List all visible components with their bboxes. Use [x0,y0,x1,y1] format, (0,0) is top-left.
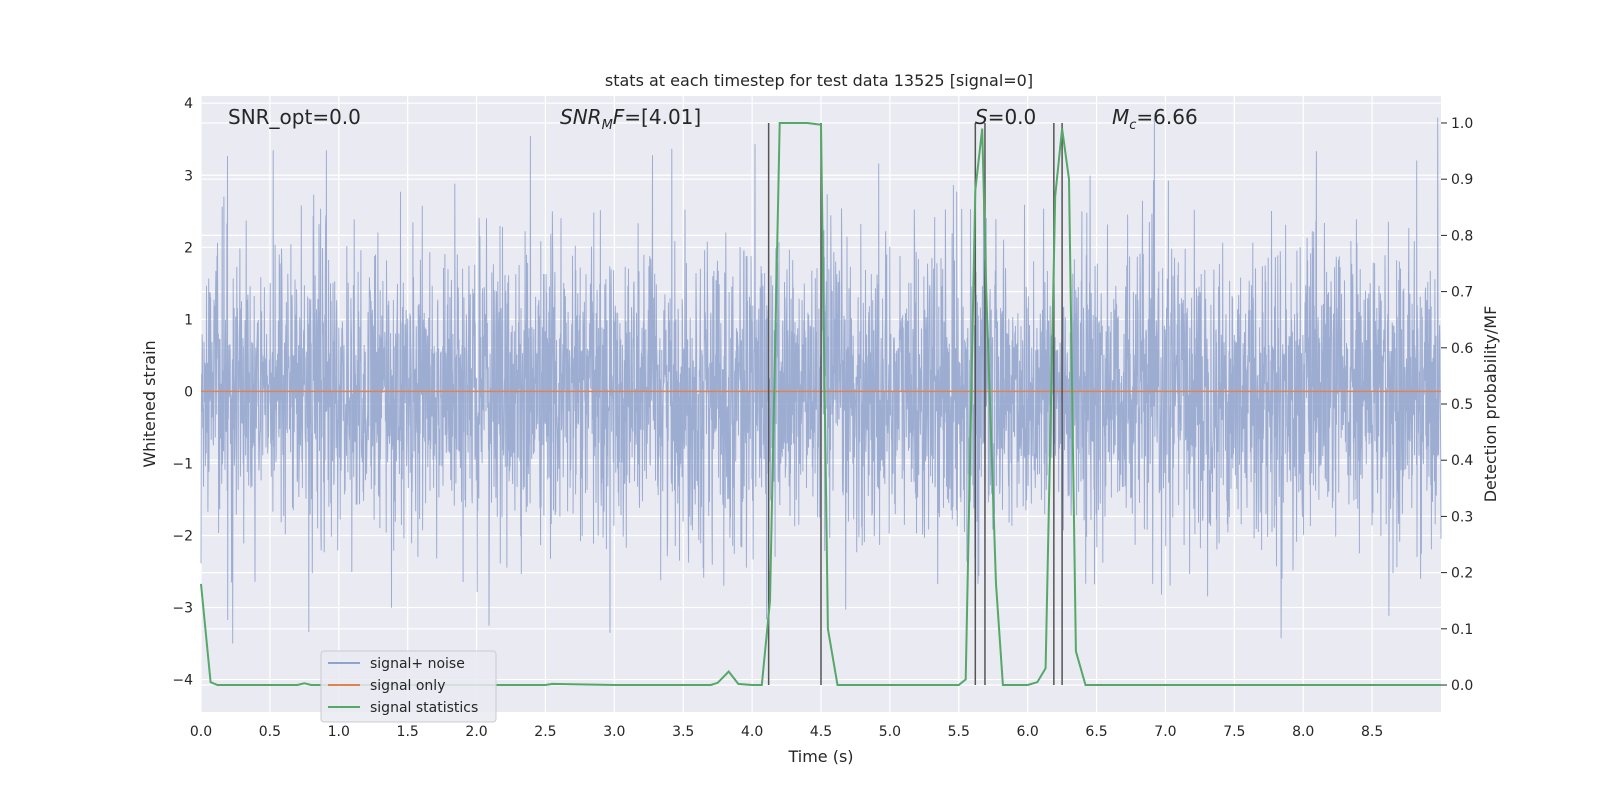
y-tick-label: 3 [184,168,193,184]
x-tick-label: 5.5 [948,724,970,740]
y-right-tick-label: 0.2 [1451,566,1473,582]
x-tick-label: 7.0 [1154,724,1176,740]
x-tick-label: 3.5 [672,724,694,740]
y-tick-label: 0 [184,384,193,400]
y-tick-label: −4 [172,673,193,689]
y-tick-label: 4 [184,96,193,112]
x-tick-label: 2.0 [465,724,487,740]
x-tick-label: 0.0 [190,724,212,740]
legend-box [320,650,497,723]
y-right-tick-label: 0.4 [1451,453,1473,469]
x-tick-label: 8.0 [1292,724,1314,740]
x-tick-label: 8.5 [1361,724,1383,740]
y-right-tick-label: 0.0 [1451,678,1473,694]
legend: signal+ noise signal only signal statist… [320,650,497,723]
y-right-axis-label: Detection probability/MF [1481,306,1500,503]
legend-label-signal-only: signal only [370,678,445,694]
x-tick-label: 1.0 [328,724,350,740]
y-tick-label: 2 [184,240,193,256]
y-right-tick-label: 0.5 [1451,397,1473,413]
x-tick-label: 6.0 [1017,724,1039,740]
y-tick-labels: −4 −3 −2 −1 0 1 2 3 4 [172,96,193,688]
x-tick-label: 3.0 [603,724,625,740]
y-right-tick-label: 0.7 [1451,285,1473,301]
y-axis-label: Whitened strain [140,340,159,467]
y-tick-label: −3 [172,601,193,617]
y-tick-label: −2 [172,528,193,544]
x-tick-label: 1.5 [397,724,419,740]
annotation-s: S=0.0 [975,105,1036,129]
y-tick-label: 1 [184,312,193,328]
x-tick-label: 4.5 [810,724,832,740]
y-right-tick-label: 0.9 [1451,172,1473,188]
legend-label-signal-statistics: signal statistics [370,700,478,716]
x-tick-label: 2.5 [534,724,556,740]
x-axis-label: Time (s) [787,747,853,766]
annotation-snr-opt: SNR_opt=0.0 [228,105,361,129]
x-tick-label: 0.5 [259,724,281,740]
x-tick-labels: 0.0 0.5 1.0 1.5 2.0 2.5 3.0 3.5 4.0 4.5 5.0 5.5 6.0 6… [190,724,1383,740]
x-tick-label: 5.0 [879,724,901,740]
annotation-mc: Mc=6.66 [1112,105,1198,133]
x-tick-label: 7.5 [1223,724,1245,740]
annotation-snr-mf: SNRMF=[4.01] [560,105,701,133]
y-right-tick-label: 0.6 [1451,341,1473,357]
y-tick-label: −1 [172,456,193,472]
y-right-tick-label: 1.0 [1451,116,1473,132]
x-tick-label: 4.0 [741,724,763,740]
y-right-tick-label: 0.8 [1451,228,1473,244]
y-right-tick-label: 0.3 [1451,509,1473,525]
x-tick-label: 6.5 [1085,724,1107,740]
chart-title: stats at each timestep for test data 135… [605,71,1033,90]
legend-label-signal-noise: signal+ noise [370,656,465,672]
y-right-tick-label: 0.1 [1451,622,1473,638]
y-right-tick-labels: 0.0 0.1 0.2 0.3 0.4 0.5 0.6 0.7 0.8 0.9 1.0 [1441,116,1473,694]
